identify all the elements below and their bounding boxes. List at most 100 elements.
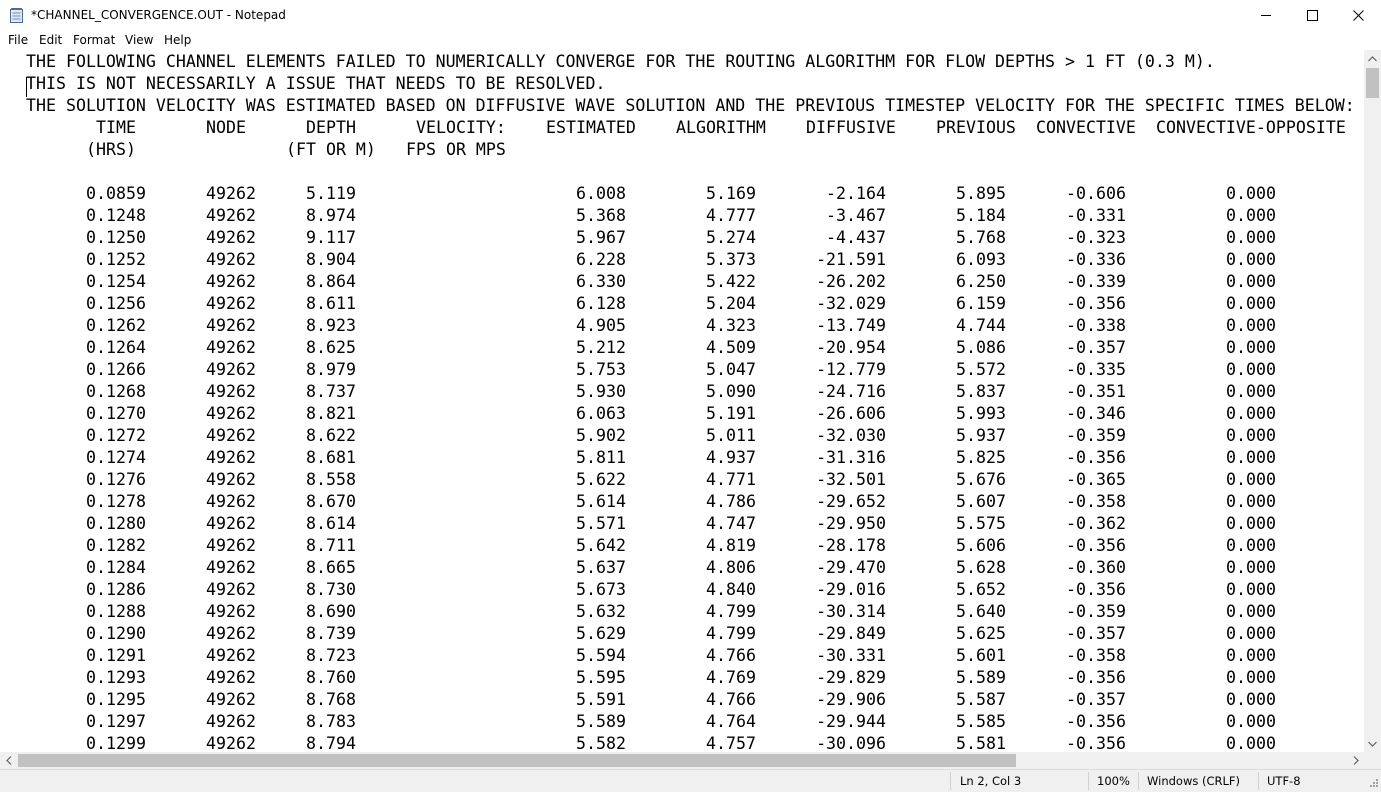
table-row: 0.1284 49262 8.665 5.637 4.806 -29.470 5.628 -0…	[0, 557, 1364, 579]
cell-time: 0.0859	[86, 184, 146, 203]
cell-convective: -0.323	[1066, 228, 1126, 247]
cell-diffusive: -32.029	[816, 294, 886, 313]
cell-estimated: 6.008	[576, 184, 626, 203]
cell-diffusive: -30.314	[816, 602, 886, 621]
cell-convective: -0.358	[1066, 492, 1126, 511]
cell-node: 49262	[206, 492, 256, 511]
cell-depth: 8.614	[306, 514, 356, 533]
menu-help[interactable]: Help	[164, 33, 192, 47]
cell-time: 0.1272	[86, 426, 146, 445]
cell-depth: 8.711	[306, 536, 356, 555]
cell-node: 49262	[206, 602, 256, 621]
cell-time: 0.1274	[86, 448, 146, 467]
scroll-up-arrow[interactable]	[1364, 50, 1381, 67]
cell-estimated: 5.622	[576, 470, 626, 489]
maximize-button[interactable]	[1289, 0, 1335, 31]
header-depth: DEPTH	[306, 118, 356, 137]
cell-node: 49262	[206, 536, 256, 555]
cell-previous: 5.837	[956, 382, 1006, 401]
cell-estimated: 4.905	[576, 316, 626, 335]
scroll-down-arrow[interactable]	[1364, 735, 1381, 752]
close-button[interactable]	[1335, 0, 1381, 31]
cell-time: 0.1278	[86, 492, 146, 511]
cell-convective-opposite: 0.000	[1226, 228, 1276, 247]
cell-convective: -0.365	[1066, 470, 1126, 489]
cell-previous: 5.825	[956, 448, 1006, 467]
cell-depth: 8.760	[306, 668, 356, 687]
cell-depth: 8.681	[306, 448, 356, 467]
window-title: *CHANNEL_CONVERGENCE.OUT - Notepad	[31, 8, 286, 22]
cell-estimated: 5.637	[576, 558, 626, 577]
cell-convective: -0.362	[1066, 514, 1126, 533]
table-row: 0.1272 49262 8.622 5.902 5.011 -32.030 5.937 -0…	[0, 425, 1364, 447]
cell-algorithm: 5.090	[706, 382, 756, 401]
cell-algorithm: 4.757	[706, 734, 756, 752]
cell-convective: -0.336	[1066, 250, 1126, 269]
cell-time: 0.1266	[86, 360, 146, 379]
cell-previous: 6.250	[956, 272, 1006, 291]
cell-estimated: 5.582	[576, 734, 626, 752]
cell-convective: -0.356	[1066, 536, 1126, 555]
cell-convective: -0.359	[1066, 426, 1126, 445]
cell-convective-opposite: 0.000	[1226, 272, 1276, 291]
cell-node: 49262	[206, 448, 256, 467]
menu-view[interactable]: View	[125, 33, 154, 47]
table-row: 0.1282 49262 8.711 5.642 4.819 -28.178 5.606 -0…	[0, 535, 1364, 557]
table-row: 0.1288 49262 8.690 5.632 4.799 -30.314 5.640 -0…	[0, 601, 1364, 623]
cell-depth: 8.974	[306, 206, 356, 225]
cell-convective-opposite: 0.000	[1226, 404, 1276, 423]
cell-node: 49262	[206, 734, 256, 752]
minimize-icon	[1260, 15, 1271, 16]
table-row: 0.1276 49262 8.558 5.622 4.771 -32.501 5.676 -0…	[0, 469, 1364, 491]
cell-convective-opposite: 0.000	[1226, 624, 1276, 643]
cell-time: 0.1248	[86, 206, 146, 225]
cell-algorithm: 4.764	[706, 712, 756, 731]
table-row: 0.1274 49262 8.681 5.811 4.937 -31.316 5.825 -0…	[0, 447, 1364, 469]
scroll-right-arrow[interactable]	[1347, 752, 1364, 769]
scrollbar-corner	[1364, 752, 1381, 769]
menu-format[interactable]: Format	[73, 33, 116, 47]
cell-convective-opposite: 0.000	[1226, 448, 1276, 467]
cell-depth: 8.730	[306, 580, 356, 599]
cell-algorithm: 5.047	[706, 360, 756, 379]
cell-algorithm: 5.373	[706, 250, 756, 269]
cell-estimated: 5.595	[576, 668, 626, 687]
cell-convective-opposite: 0.000	[1226, 426, 1276, 445]
title-bar[interactable]: *CHANNEL_CONVERGENCE.OUT - Notepad	[0, 0, 1381, 31]
cell-estimated: 5.614	[576, 492, 626, 511]
minimize-button[interactable]	[1243, 0, 1289, 31]
cell-convective: -0.331	[1066, 206, 1126, 225]
horizontal-scroll-thumb[interactable]	[18, 754, 1016, 767]
scroll-left-arrow[interactable]	[0, 752, 17, 769]
cell-estimated: 5.629	[576, 624, 626, 643]
cell-convective-opposite: 0.000	[1226, 360, 1276, 379]
chevron-up-icon	[1368, 55, 1377, 61]
cell-convective-opposite: 0.000	[1226, 580, 1276, 599]
cell-algorithm: 4.806	[706, 558, 756, 577]
cell-diffusive: -26.606	[816, 404, 886, 423]
cell-time: 0.1299	[86, 734, 146, 752]
menu-file[interactable]: File	[8, 33, 29, 47]
cell-time: 0.1268	[86, 382, 146, 401]
cell-time: 0.1252	[86, 250, 146, 269]
table-row: 0.1264 49262 8.625 5.212 4.509 -20.954 5.086 -0…	[0, 337, 1364, 359]
cell-convective-opposite: 0.000	[1226, 602, 1276, 621]
close-icon	[1352, 10, 1364, 21]
vertical-scrollbar[interactable]	[1364, 50, 1381, 752]
table-row: 0.1270 49262 8.821 6.063 5.191 -26.606 5.993 -0…	[0, 403, 1364, 425]
cell-algorithm: 4.509	[706, 338, 756, 357]
cell-depth: 8.723	[306, 646, 356, 665]
cell-previous: 5.652	[956, 580, 1006, 599]
vertical-scroll-thumb[interactable]	[1366, 68, 1379, 98]
cell-time: 0.1254	[86, 272, 146, 291]
cell-previous: 5.895	[956, 184, 1006, 203]
cell-node: 49262	[206, 514, 256, 533]
cell-estimated: 5.591	[576, 690, 626, 709]
resize-grip-icon[interactable]	[1367, 778, 1379, 790]
header-velocity: VELOCITY:	[416, 118, 506, 137]
cell-diffusive: -30.096	[816, 734, 886, 752]
menu-edit[interactable]: Edit	[39, 33, 63, 47]
cell-previous: 5.589	[956, 668, 1006, 687]
cell-depth: 8.737	[306, 382, 356, 401]
text-editor[interactable]: THE FOLLOWING CHANNEL ELEMENTS FAILED TO…	[0, 50, 1364, 752]
